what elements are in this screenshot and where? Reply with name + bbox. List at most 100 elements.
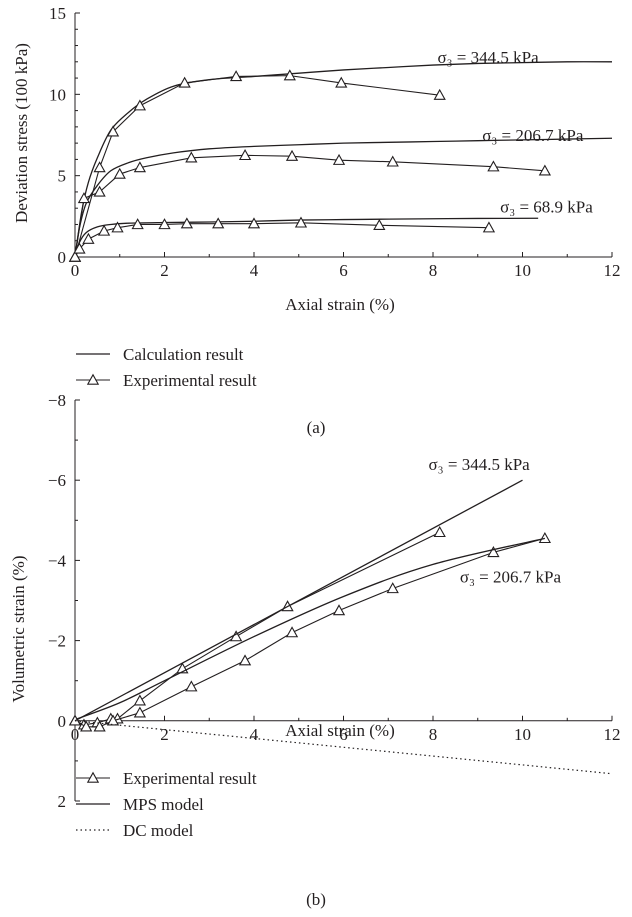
panel-b-series-solid-206-7-line: [77, 537, 546, 720]
panel-a-series-triangle-344-5-marker: [433, 88, 446, 100]
panel-a-axes: 0 2 4 6 8 10 12 0 5 10 15: [49, 4, 621, 280]
panel-a-x-tick-label: 12: [604, 261, 621, 280]
panel-a-series-triangle-206-7-marker: [77, 192, 91, 204]
panel-a-series-triangle-68-9-marker: [82, 232, 95, 244]
panel-a-series-triangle-206-7-marker: [386, 155, 399, 167]
panel-b-x-tick-label: 2: [160, 725, 169, 744]
panel-b-series-triangle-206-7-marker: [106, 714, 120, 726]
panel-a-y-axis-label: Deviation stress (100 kPa): [12, 43, 31, 223]
panel-a-series-triangle-68-9-marker: [68, 250, 82, 262]
panel-a-series-triangle-68-9-marker: [131, 218, 144, 230]
panel-a-legend: Calculation result Experimental result: [76, 345, 257, 390]
panel-b-series-triangle-206-7-marker: [185, 680, 198, 692]
panel-a-y-tick-label: 5: [58, 167, 67, 186]
panel-a-series-triangle-68-9-marker: [111, 221, 124, 233]
panel-b-sigma-annotation: σ₃ = 344.5 kPa: [429, 455, 531, 474]
panel-a-series-triangle-206-7-marker: [238, 149, 252, 161]
panel-a-sigma-annotation: σ₃ = 206.7 kPa: [482, 126, 584, 145]
panel-a-series-triangle-206-7-marker: [133, 161, 147, 173]
panel-a-series-solid-206-7-line: [74, 137, 613, 258]
panel-a-series-triangle-344-5-marker: [229, 70, 243, 82]
panel-b-caption: (b): [306, 890, 326, 909]
panel-b-x-tick-label: 12: [604, 725, 621, 744]
panel-b-axes: 0 2 4 6 8 10 12 2 0 −2 −4 −6 −8: [48, 391, 621, 811]
panel-a-x-axis-label: Axial strain (%): [285, 295, 395, 314]
panel-a-series-triangle-68-9-marker: [247, 217, 261, 229]
panel-a-series-triangle-344-5-marker: [106, 125, 120, 137]
panel-a-series-triangle-206-7-marker: [285, 149, 299, 161]
panel-a-series-triangle-206-7-marker: [185, 151, 198, 163]
panel-b-legend: Experimental result MPS model DC model: [76, 769, 257, 840]
panel-a-series-triangle-68-9-marker: [97, 224, 111, 236]
panel-b-series-triangle-206-7-marker: [285, 626, 299, 638]
panel-a-series-triangle-68-9-marker: [73, 242, 86, 254]
panel-b-x-axis-label: Axial strain (%): [285, 721, 395, 740]
panel-b-y-tick-label: −4: [48, 551, 67, 570]
panel-a-series-triangle-206-7-marker: [113, 167, 126, 179]
panel-a-x-tick-label: 4: [250, 261, 259, 280]
panel-a-x-tick-label: 0: [71, 261, 80, 280]
panel-b-x-tick-label: 8: [429, 725, 438, 744]
panel-a-series-triangle-206-7-marker: [538, 164, 552, 176]
panel-a-series-triangle-68-9-marker: [294, 216, 308, 228]
panel-b-series-triangle-344-5-line: [74, 531, 440, 726]
panel-a-series-triangle-68-9-marker: [482, 221, 496, 233]
panel-b-chart: 0 2 4 6 8 10 12 2 0 −2 −4 −6 −8 σ₃ = 344.5 kPa σ₃ = 2…: [9, 391, 621, 811]
panel-a-series-solid-344-5-line: [74, 61, 613, 258]
panel-b-y-axis-label: Volumetric strain (%): [9, 556, 28, 703]
panel-b-series-triangle-206-7-marker: [538, 532, 552, 544]
panel-a-series: [68, 61, 613, 262]
panel-b-sigma-annotation: σ₃ = 206.7 kPa: [460, 567, 562, 586]
panel-b-series-triangle-206-7-marker: [487, 546, 500, 558]
panel-a-series-triangle-68-9-marker: [180, 217, 194, 229]
panel-b-series-triangle-206-7-marker: [133, 706, 147, 718]
panel-a-series-solid-68-9-line: [74, 217, 539, 258]
panel-b-legend-solid-label: MPS model: [123, 795, 204, 814]
panel-a-series-triangle-206-7-line: [74, 154, 545, 258]
panel-b-legend-dotted-label: DC model: [123, 821, 194, 840]
panel-b-x-tick-label: 4: [250, 725, 259, 744]
panel-a-y-tick-label: 10: [49, 85, 66, 104]
panel-b-legend-triangle-marker: [86, 771, 100, 783]
panel-a-x-tick-label: 8: [429, 261, 438, 280]
panel-b-series: [68, 479, 613, 775]
panel-b-series-triangle-206-7-marker: [80, 720, 93, 732]
panel-a-series-triangle-344-5-marker: [93, 161, 106, 173]
panel-b-series-triangle-344-5-marker: [133, 694, 147, 706]
panel-a-legend-solid-label: Calculation result: [123, 345, 244, 364]
panel-a-series-triangle-68-9-marker: [158, 218, 171, 230]
panel-b-series-triangle-206-7-marker: [93, 720, 106, 732]
panel-a-x-tick-label: 10: [514, 261, 531, 280]
panel-a-series-triangle-344-5-marker: [283, 69, 296, 81]
panel-b-series-solid-344-5-line: [74, 479, 523, 722]
panel-a-x-tick-label: 6: [339, 261, 348, 280]
panel-b-y-tick-label: −6: [48, 471, 66, 490]
panel-a-sigma-annotation: σ₃ = 68.9 kPa: [500, 198, 593, 217]
panel-b-series-triangle-344-5-marker: [433, 525, 446, 538]
panel-a-y-tick-label: 0: [58, 248, 67, 267]
panel-b-series-triangle-206-7-marker: [238, 654, 252, 666]
panel-b-x-tick-label: 10: [514, 725, 531, 744]
panel-a-annotations: σ₃ = 344.5 kPa σ₃ = 206.7 kPa σ₃ = 68.9 kP…: [437, 48, 593, 217]
panel-a-caption: (a): [307, 418, 326, 437]
panel-b-y-tick-label: −2: [48, 632, 66, 651]
panel-b-y-tick-label: 0: [58, 712, 67, 731]
panel-a-series-triangle-344-5-marker: [335, 76, 348, 88]
panel-b-x-tick-label: 6: [339, 725, 348, 744]
panel-b-legend-triangle-label: Experimental result: [123, 769, 257, 788]
panel-a-x-tick-label: 2: [160, 261, 169, 280]
panel-b-series-triangle-206-7-marker: [332, 604, 346, 616]
panel-b-y-tick-label: −8: [48, 391, 66, 410]
panel-a-legend-triangle-marker: [86, 373, 100, 385]
panel-a-series-triangle-344-5-marker: [178, 76, 191, 88]
panel-a-legend-triangle-label: Experimental result: [123, 371, 257, 390]
panel-a-chart: 0 2 4 6 8 10 12 0 5 10 15 σ₃ = 344.5 kPa σ₃ = 206.7…: [12, 4, 621, 314]
panel-a-series-triangle-68-9-marker: [212, 217, 225, 229]
panel-a-series-triangle-206-7-marker: [487, 160, 500, 172]
panel-a-series-triangle-206-7-marker: [93, 185, 106, 197]
panel-b-series-triangle-206-7-marker: [386, 582, 399, 594]
panel-a-series-triangle-344-5-marker: [133, 99, 147, 111]
panel-a-series-triangle-68-9-marker: [373, 218, 386, 230]
panel-a-sigma-annotation: σ₃ = 344.5 kPa: [437, 48, 539, 67]
